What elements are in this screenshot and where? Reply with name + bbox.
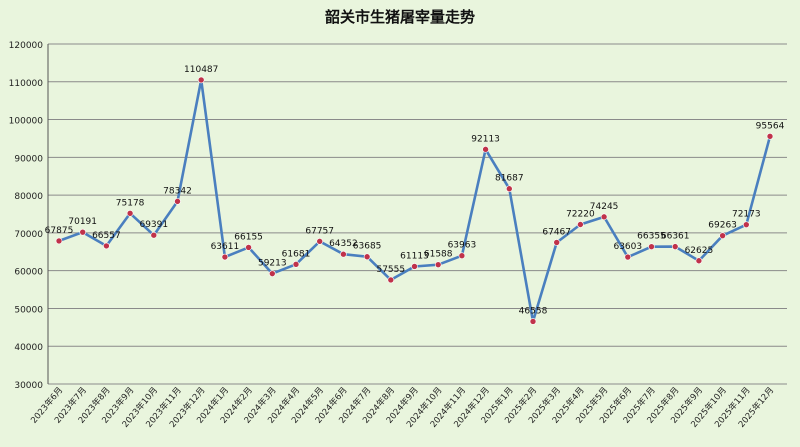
data-point: [505, 185, 513, 193]
data-point: [174, 198, 181, 205]
data-point: [624, 253, 632, 261]
data-label: 75178: [116, 198, 145, 208]
y-tick-label: 120000: [9, 41, 44, 51]
data-point: [600, 213, 608, 221]
data-point: [719, 232, 726, 239]
data-point: [268, 270, 276, 277]
data-point: [197, 76, 205, 84]
series-line: [58, 78, 772, 323]
y-tick-label: 80000: [14, 192, 43, 202]
data-label: 66355: [637, 232, 666, 242]
data-point: [363, 253, 371, 261]
data-label: 61588: [424, 250, 453, 260]
data-label: 46558: [519, 306, 548, 316]
y-axis: 30000 40000 50000 60000 70000 80000 90000 10000…: [9, 41, 44, 391]
data-label: 63611: [211, 242, 240, 252]
data-label: 95564: [756, 121, 785, 131]
data-label: 69391: [139, 220, 168, 230]
data-label: 62625: [685, 246, 714, 256]
data-label: 66557: [92, 231, 121, 241]
data-point: [150, 231, 158, 239]
data-label: 72173: [732, 210, 761, 220]
data-label: 110487: [184, 65, 218, 75]
data-point: [55, 237, 63, 245]
data-label: 63963: [448, 241, 477, 251]
data-point: [434, 261, 442, 268]
data-point: [553, 239, 561, 246]
data-label: 69263: [708, 221, 737, 231]
data-point: [245, 244, 252, 251]
data-label: 63685: [353, 242, 382, 252]
y-tick-label: 110000: [9, 79, 44, 89]
data-label: 70191: [68, 217, 97, 227]
y-tick-label: 90000: [14, 154, 43, 164]
data-label: 61113: [400, 251, 429, 261]
data-point: [411, 263, 418, 270]
y-tick-label: 100000: [9, 117, 44, 127]
data-point: [340, 250, 347, 258]
data-label: 67757: [305, 226, 334, 236]
data-point: [671, 243, 679, 250]
data-label: 66155: [234, 232, 263, 242]
data-label: 67875: [45, 226, 74, 236]
data-point: [316, 238, 324, 245]
data-label: 67467: [542, 227, 571, 237]
data-point: [103, 242, 110, 250]
y-tick-label: 60000: [14, 268, 43, 278]
y-tick-label: 50000: [14, 305, 43, 315]
data-label: 66361: [661, 232, 690, 242]
data-point: [695, 257, 703, 265]
data-point: [577, 221, 584, 228]
data-label: 81687: [495, 174, 524, 184]
data-label: 92113: [471, 134, 500, 144]
data-point: [292, 261, 300, 268]
data-point: [482, 146, 489, 153]
data-point: [387, 276, 395, 284]
data-label: 74245: [590, 202, 619, 212]
data-label: 59213: [258, 259, 287, 269]
y-tick-label: 30000: [14, 381, 43, 391]
data-label: 63603: [613, 242, 642, 252]
data-point: [529, 318, 537, 325]
data-label: 78342: [163, 186, 192, 196]
data-point: [79, 228, 86, 236]
y-tick-label: 40000: [14, 343, 43, 353]
data-label: 57555: [376, 265, 405, 275]
data-label: 72220: [566, 210, 595, 220]
data-point: [766, 133, 774, 140]
data-label: 64352: [329, 239, 358, 249]
data-label: 61681: [282, 249, 311, 259]
data-point: [458, 252, 466, 259]
gridlines: [47, 43, 787, 385]
y-tick-label: 70000: [14, 230, 43, 240]
x-axis: 2023年6月2023年7月2023年8月2023年9月2023年10月2023…: [29, 385, 777, 430]
data-point: [126, 210, 134, 217]
data-point: [648, 243, 655, 250]
data-point: [742, 221, 750, 228]
chart-title: 韶关市生猪屠宰量走势: [324, 8, 475, 26]
series: [55, 76, 774, 325]
data-point: [221, 253, 229, 261]
